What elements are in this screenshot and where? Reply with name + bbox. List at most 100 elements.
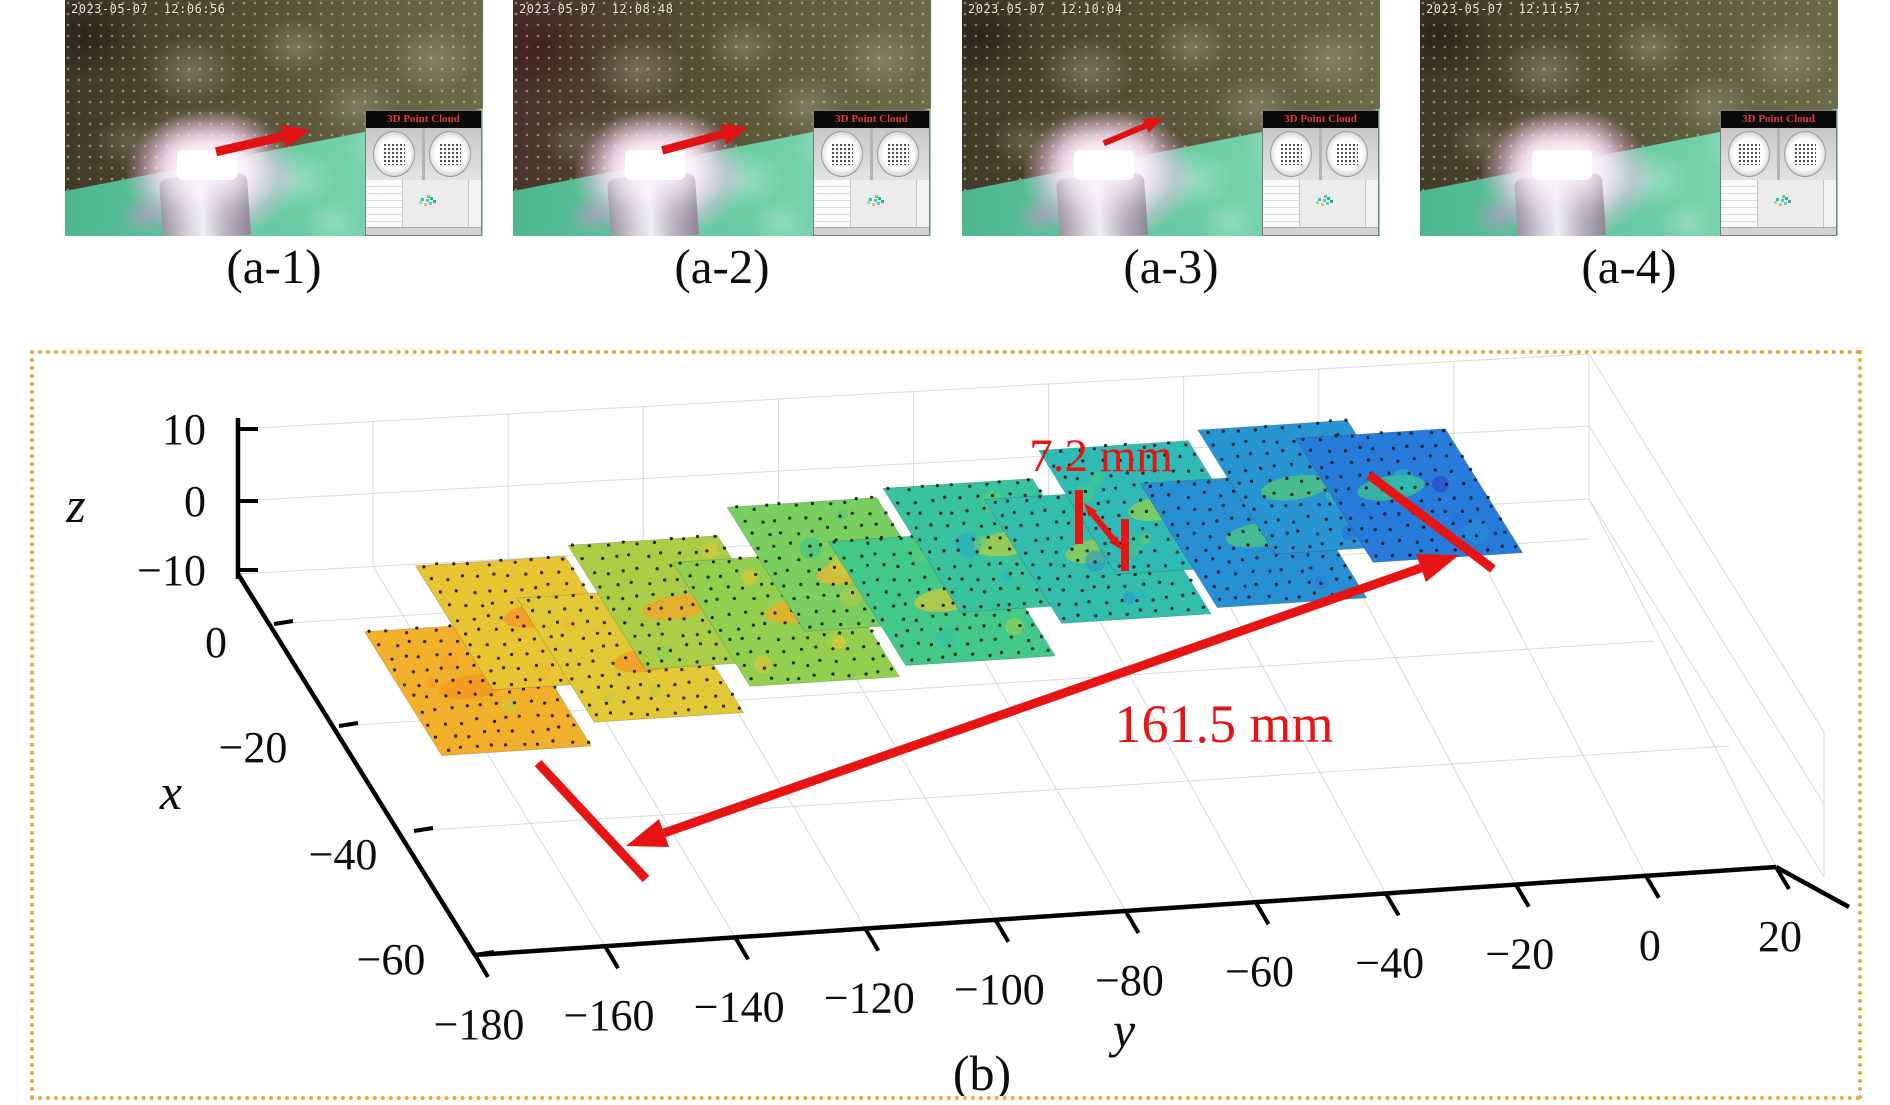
probe-body (158, 173, 252, 236)
subfigure-label-a2: (a-2) (674, 239, 770, 294)
timestamp-overlay: 2023-05-07 12:10:04 (968, 2, 1123, 16)
calibration-cylinders-image (1721, 128, 1836, 180)
step-height-measurement-annotation: 7.2 mm (1029, 430, 1173, 571)
inset-title: 3D Point Cloud (1721, 111, 1836, 128)
software-ui-thumbnail (814, 180, 929, 235)
x-axis-label: x (159, 764, 182, 820)
software-ui-thumbnail (1721, 180, 1836, 235)
svg-text:−120: −120 (824, 974, 915, 1023)
point-cloud-inset: 3D Point Cloud (813, 110, 930, 236)
cylinder-right (429, 131, 471, 177)
subfigure-label-b: (b) (953, 1045, 1011, 1096)
svg-text:0: 0 (1639, 921, 1661, 970)
camera-frame-a1: 2023-05-07 12:06:56 3D Point Cloud (65, 0, 483, 236)
point-cloud-inset: 3D Point Cloud (1262, 110, 1379, 236)
svg-text:0: 0 (184, 477, 206, 526)
inset-title: 3D Point Cloud (814, 111, 929, 128)
ui-panel-left (1263, 180, 1300, 235)
svg-text:−40: −40 (309, 830, 378, 879)
inset-title: 3D Point Cloud (1263, 111, 1378, 128)
ui-panel-right (1365, 180, 1378, 235)
mini-point-cloud (1776, 198, 1779, 201)
z-axis-label: z (65, 477, 85, 533)
axes-lines (235, 418, 1851, 979)
divider (1777, 128, 1780, 180)
divider (1319, 128, 1322, 180)
svg-text:−40: −40 (1355, 938, 1424, 987)
svg-text:−60: −60 (1225, 947, 1294, 996)
dot-grid-icon (887, 143, 909, 165)
cylinder-left (373, 131, 415, 177)
svg-text:−10: −10 (137, 546, 206, 595)
ui-status-bar (366, 227, 481, 235)
point-cloud-inset: 3D Point Cloud (365, 110, 482, 236)
probe-body (1055, 173, 1149, 236)
length-measurement-annotation: 161.5 mm (534, 471, 1496, 883)
tick-labels: 100−100−20−40−60−180 −160 −140 −120 −100 −80−… (137, 405, 1802, 1049)
divider (870, 128, 873, 180)
ui-panel-left (366, 180, 403, 235)
ui-status-bar (1721, 227, 1836, 235)
svg-text:−80: −80 (1095, 956, 1164, 1005)
timestamp-overlay: 2023-05-07 12:11:57 (1426, 2, 1581, 16)
camera-frame-a4: 2023-05-07 12:11:57 3D Point Cloud (1420, 0, 1838, 236)
dot-grid-icon (383, 143, 405, 165)
scan-direction-arrow-icon (661, 123, 748, 155)
svg-text:−20: −20 (1485, 930, 1554, 979)
ui-panel-left (1721, 180, 1758, 235)
mini-point-cloud (421, 198, 424, 201)
svg-text:−140: −140 (694, 982, 785, 1031)
ui-panel-right (916, 180, 929, 235)
svg-text:−180: −180 (434, 1000, 525, 1049)
subfigure-label-a1: (a-1) (226, 239, 322, 294)
svg-text:−100: −100 (954, 965, 1045, 1014)
probe-body (1513, 173, 1607, 236)
cylinder-right (877, 131, 919, 177)
scan-direction-arrow-icon (215, 124, 310, 157)
camera-frame-a2: 2023-05-07 12:08:48 3D Point Cloud (513, 0, 931, 236)
ui-status-bar (814, 227, 929, 235)
cylinder-left (821, 131, 863, 177)
scan-direction-arrow-icon (1102, 118, 1163, 147)
subfigure-label-a3: (a-3) (1123, 239, 1219, 294)
svg-text:−160: −160 (564, 991, 655, 1040)
software-ui-thumbnail (1263, 180, 1378, 235)
svg-text:20: 20 (1758, 912, 1802, 961)
mini-point-cloud (1318, 198, 1321, 201)
point-cloud-surface (363, 418, 1524, 756)
divider (422, 128, 425, 180)
inset-title: 3D Point Cloud (366, 111, 481, 128)
ui-panel-right (468, 180, 481, 235)
svg-text:0: 0 (205, 618, 227, 667)
calibration-cylinders-image (366, 128, 481, 180)
point-cloud-3d-plot: 100−100−20−40−60−180 −160 −140 −120 −100 −80−… (65, 354, 1851, 1096)
timestamp-overlay: 2023-05-07 12:06:56 (71, 2, 226, 16)
cylinder-left (1728, 131, 1770, 177)
software-ui-thumbnail (366, 180, 481, 235)
dot-grid-icon (439, 143, 461, 165)
step-height-text: 7.2 mm (1029, 430, 1173, 482)
probe-light-tip (625, 150, 685, 180)
dot-grid-icon (1794, 143, 1816, 165)
camera-frame-a3: 2023-05-07 12:10:04 3D Point Cloud (962, 0, 1380, 236)
calibration-cylinders-image (814, 128, 929, 180)
ui-panel-left (814, 180, 851, 235)
probe-light-tip (1074, 150, 1134, 180)
ui-status-bar (1263, 227, 1378, 235)
dot-grid-icon (831, 143, 853, 165)
timestamp-overlay: 2023-05-07 12:08:48 (519, 2, 674, 16)
ui-panel-right (1823, 180, 1836, 235)
figure-b-box: 10 0 −10 0 −20 −40 −60 −180 −160 −140 −120 −100 −80−… (30, 350, 1862, 1100)
svg-text:−60: −60 (357, 935, 426, 984)
subfigure-label-a4: (a-4) (1581, 239, 1677, 294)
probe-light-tip (1532, 150, 1592, 180)
dot-grid-icon (1336, 143, 1358, 165)
length-measurement-text: 161.5 mm (1114, 694, 1333, 754)
dot-grid-icon (1738, 143, 1760, 165)
probe-light-tip (177, 150, 237, 180)
cylinder-left (1270, 131, 1312, 177)
svg-text:−20: −20 (219, 723, 288, 772)
cylinder-right (1784, 131, 1826, 177)
cylinder-right (1326, 131, 1368, 177)
